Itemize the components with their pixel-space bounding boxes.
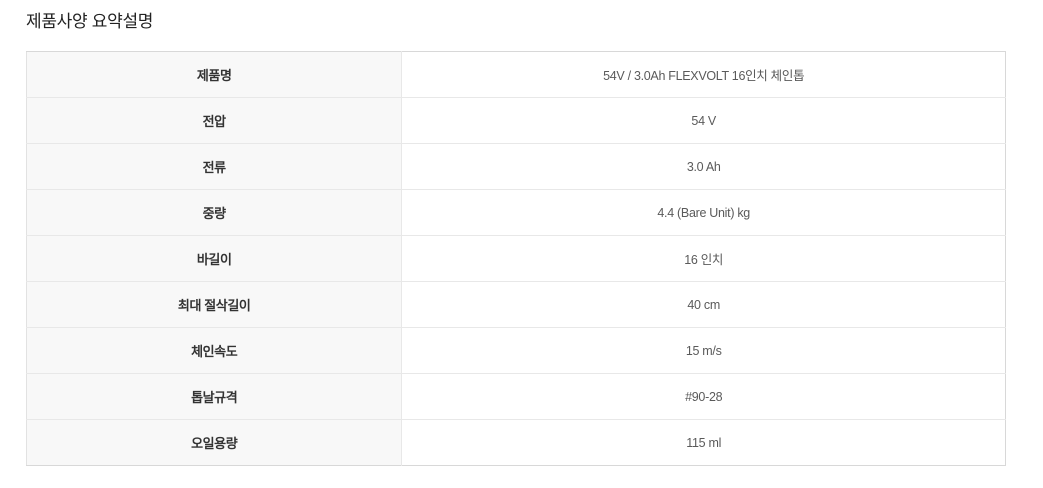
spec-label-cell: 제품명 bbox=[26, 51, 403, 98]
spec-label-cell: 톱날규격 bbox=[26, 373, 403, 420]
spec-value-cell: 4.4 (Bare Unit) kg bbox=[401, 189, 1006, 236]
table-row: 톱날규격 #90-28 bbox=[26, 373, 1006, 420]
table-row: 바길이 16 인치 bbox=[26, 235, 1006, 282]
spec-value-cell: 15 m/s bbox=[401, 327, 1006, 374]
table-row: 체인속도 15 m/s bbox=[26, 327, 1006, 374]
spec-label-cell: 최대 절삭길이 bbox=[26, 281, 403, 328]
page-title: 제품사양 요약설명 bbox=[26, 12, 154, 31]
spec-value-cell: 54 V bbox=[401, 97, 1006, 144]
spec-value-cell: 115 ml bbox=[401, 419, 1006, 466]
table-row: 제품명 54V / 3.0Ah FLEXVOLT 16인치 체인톱 bbox=[26, 51, 1006, 98]
spec-value-cell: 40 cm bbox=[401, 281, 1006, 328]
table-row: 최대 절삭길이 40 cm bbox=[26, 281, 1006, 328]
product-spec-table: 제품명 54V / 3.0Ah FLEXVOLT 16인치 체인톱 전압 54 … bbox=[26, 51, 1006, 466]
spec-label-cell: 전압 bbox=[26, 97, 403, 144]
table-row: 전압 54 V bbox=[26, 97, 1006, 144]
spec-value-cell: 16 인치 bbox=[401, 235, 1006, 282]
spec-table-body: 제품명 54V / 3.0Ah FLEXVOLT 16인치 체인톱 전압 54 … bbox=[26, 51, 1006, 466]
spec-value-cell: #90-28 bbox=[401, 373, 1006, 420]
table-row: 전류 3.0 Ah bbox=[26, 143, 1006, 190]
spec-label-cell: 중량 bbox=[26, 189, 403, 236]
spec-label-cell: 오일용량 bbox=[26, 419, 403, 466]
spec-table-container: 제품명 54V / 3.0Ah FLEXVOLT 16인치 체인톱 전압 54 … bbox=[26, 51, 1006, 466]
table-row: 오일용량 115 ml bbox=[26, 419, 1006, 466]
spec-label-cell: 전류 bbox=[26, 143, 403, 190]
spec-value-cell: 54V / 3.0Ah FLEXVOLT 16인치 체인톱 bbox=[401, 51, 1006, 98]
spec-value-cell: 3.0 Ah bbox=[401, 143, 1006, 190]
spec-label-cell: 바길이 bbox=[26, 235, 403, 282]
table-row: 중량 4.4 (Bare Unit) kg bbox=[26, 189, 1006, 236]
spec-label-cell: 체인속도 bbox=[26, 327, 403, 374]
